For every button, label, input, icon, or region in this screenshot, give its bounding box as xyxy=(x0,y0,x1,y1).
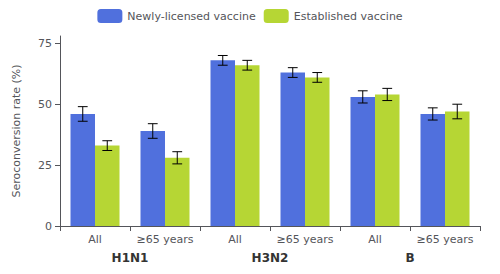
svg-text:All: All xyxy=(228,233,242,246)
svg-text:25: 25 xyxy=(38,159,52,172)
svg-text:All: All xyxy=(88,233,102,246)
svg-text:50: 50 xyxy=(38,98,52,111)
svg-text:Established vaccine: Established vaccine xyxy=(294,10,403,23)
svg-text:Newly-licensed vaccine: Newly-licensed vaccine xyxy=(127,10,256,23)
svg-text:B: B xyxy=(405,251,414,265)
svg-text:≥65 years: ≥65 years xyxy=(277,233,334,246)
svg-text:H1N1: H1N1 xyxy=(112,251,149,265)
svg-text:0: 0 xyxy=(45,220,52,233)
svg-text:All: All xyxy=(368,233,382,246)
svg-text:75: 75 xyxy=(38,37,52,50)
svg-text:≥65 years: ≥65 years xyxy=(417,233,474,246)
svg-text:H3N2: H3N2 xyxy=(252,251,289,265)
svg-text:≥65 years: ≥65 years xyxy=(137,233,194,246)
svg-text:Seroconversion rate (%): Seroconversion rate (%) xyxy=(10,64,23,197)
